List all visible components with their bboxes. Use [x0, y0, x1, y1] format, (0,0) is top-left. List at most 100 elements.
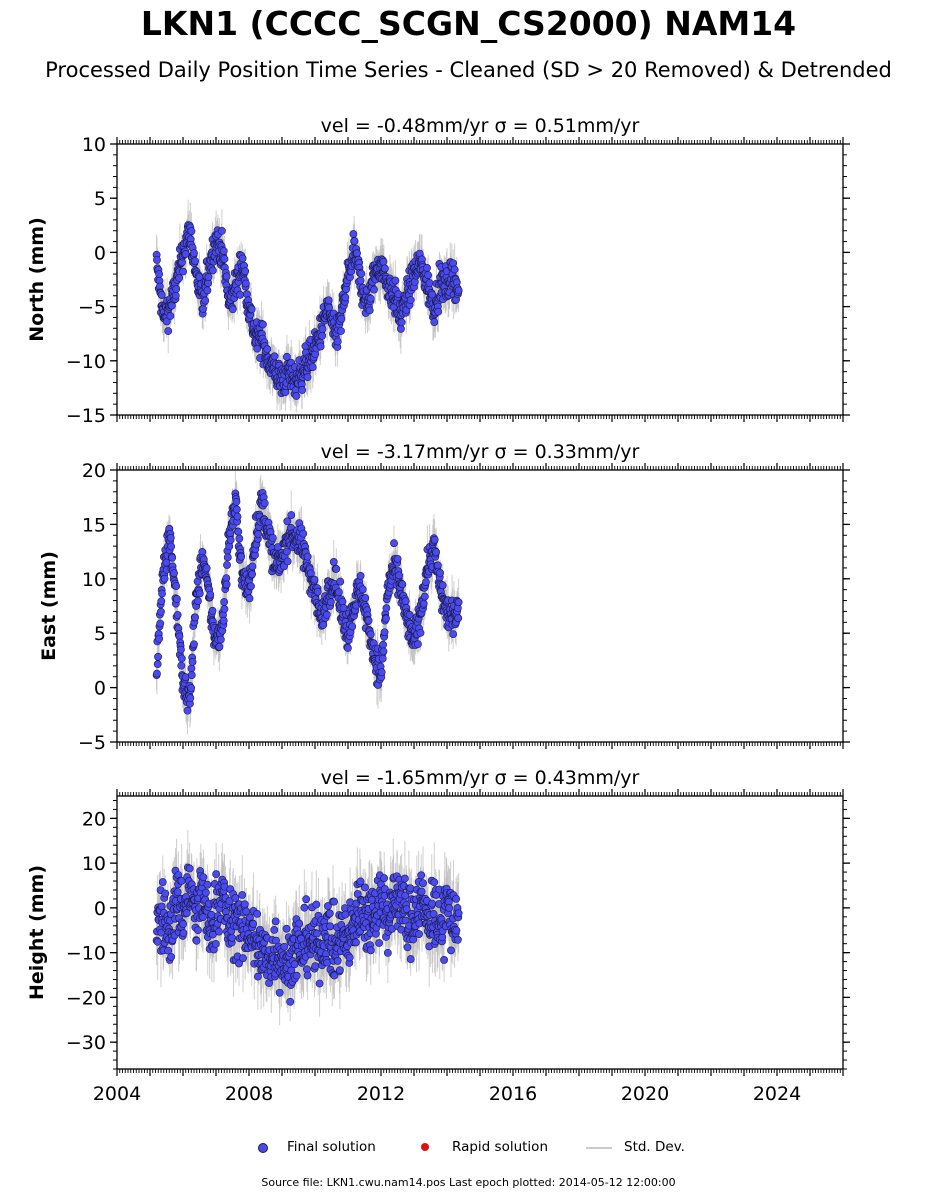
final-solution-point — [237, 552, 246, 561]
final-solution-point — [382, 614, 390, 623]
y-tick-label: 0 — [94, 242, 106, 264]
final-solution-point — [228, 305, 237, 314]
final-solution-point — [188, 657, 197, 666]
final-solution-point — [316, 342, 325, 351]
y-tick-label: 10 — [82, 569, 106, 591]
final-solution-point — [191, 257, 199, 266]
final-solution-point — [215, 642, 224, 651]
final-solution-point — [220, 255, 229, 263]
final-solution-point — [283, 547, 291, 556]
final-solution-point — [155, 270, 164, 279]
final-solution-point — [173, 595, 181, 603]
final-solution-point — [153, 669, 161, 678]
final-solution-point — [170, 569, 178, 578]
final-solution-point — [233, 512, 242, 521]
final-solution-point — [454, 614, 463, 623]
final-solution-point — [223, 561, 231, 569]
final-solution-point — [206, 590, 215, 599]
final-solution-point — [366, 294, 375, 303]
final-solution-point — [364, 616, 373, 625]
final-solution-point — [428, 290, 437, 299]
y-tick-label: −15 — [66, 405, 106, 427]
final-solution-point — [183, 706, 192, 715]
final-solution-point — [414, 640, 422, 649]
final-solution-point — [334, 588, 343, 597]
final-solution-point — [365, 306, 374, 315]
final-solution-point — [232, 505, 241, 514]
final-solution-point — [339, 604, 348, 612]
final-solution-point — [350, 237, 359, 246]
final-solution-point — [303, 552, 312, 561]
final-solution-point — [153, 660, 162, 669]
y-tick-label: −5 — [78, 732, 106, 754]
final-solution-point — [393, 554, 402, 563]
final-solution-point — [338, 597, 347, 606]
final-solution-point — [248, 562, 257, 571]
final-solution-point — [454, 286, 463, 295]
final-solution-point — [247, 582, 255, 591]
final-solution-point — [382, 604, 391, 613]
y-tick-label: −10 — [66, 351, 106, 373]
final-solution-point — [160, 574, 169, 583]
page-title: LKN1 (CCCC_SCGN_CS2000) NAM14 — [140, 4, 797, 43]
final-solution-point — [194, 597, 202, 605]
final-solution-point — [292, 392, 301, 400]
final-solution-point — [341, 293, 350, 302]
final-solution-point — [381, 264, 389, 273]
y-tick-label: 10 — [82, 134, 106, 156]
final-solution-point — [164, 327, 173, 335]
final-solution-point — [379, 640, 388, 649]
final-solution-point — [308, 363, 317, 371]
panel-title: vel = -0.48mm/yr σ = 0.51mm/yr — [321, 115, 640, 137]
final-solution-point — [283, 557, 292, 566]
final-solution-point — [348, 622, 357, 631]
final-solution-point — [356, 276, 365, 285]
final-solution-point — [419, 599, 428, 608]
page-subtitle: Processed Daily Position Time Series - C… — [45, 58, 892, 82]
final-solution-point — [410, 278, 419, 286]
final-solution-point — [187, 671, 196, 680]
final-solution-point — [177, 645, 185, 654]
final-solution-point — [225, 542, 234, 551]
final-solution-point — [430, 535, 439, 544]
final-solution-point — [353, 249, 361, 258]
final-solution-point — [248, 570, 256, 579]
final-solution-point — [219, 247, 228, 255]
final-solution-point — [235, 534, 244, 543]
final-solution-point — [422, 578, 430, 586]
final-solution-point — [155, 634, 164, 643]
final-solution-point — [172, 582, 181, 590]
final-solution-point — [356, 572, 365, 580]
plot-area — [152, 199, 463, 413]
final-solution-point — [370, 285, 378, 294]
final-solution-point — [177, 654, 186, 663]
final-solution-point — [162, 317, 171, 326]
panel-title: vel = -3.17mm/yr σ = 0.33mm/yr — [321, 441, 640, 463]
final-solution-point — [310, 575, 319, 584]
final-solution-point — [395, 571, 403, 580]
final-solution-point — [268, 533, 277, 542]
final-solution-point — [247, 305, 256, 314]
final-solution-point — [167, 542, 176, 551]
final-solution-point — [270, 352, 279, 361]
final-solution-point — [220, 605, 229, 613]
final-solution-point — [241, 279, 250, 288]
final-solution-point — [260, 499, 269, 508]
final-solution-point — [208, 266, 217, 275]
final-solution-point — [322, 610, 331, 619]
final-solution-point — [226, 536, 235, 544]
final-solution-point — [216, 635, 225, 644]
final-solution-point — [168, 553, 177, 562]
final-solution-point — [303, 373, 312, 382]
final-solution-point — [332, 565, 341, 573]
final-solution-point — [318, 331, 327, 340]
final-solution-point — [199, 304, 207, 313]
final-solution-point — [204, 273, 213, 281]
final-solution-point — [424, 271, 433, 279]
final-solution-point — [299, 529, 308, 538]
final-solution-point — [232, 497, 241, 506]
final-solution-point — [349, 230, 358, 238]
final-solution-point — [357, 269, 366, 278]
final-solution-point — [454, 598, 463, 607]
